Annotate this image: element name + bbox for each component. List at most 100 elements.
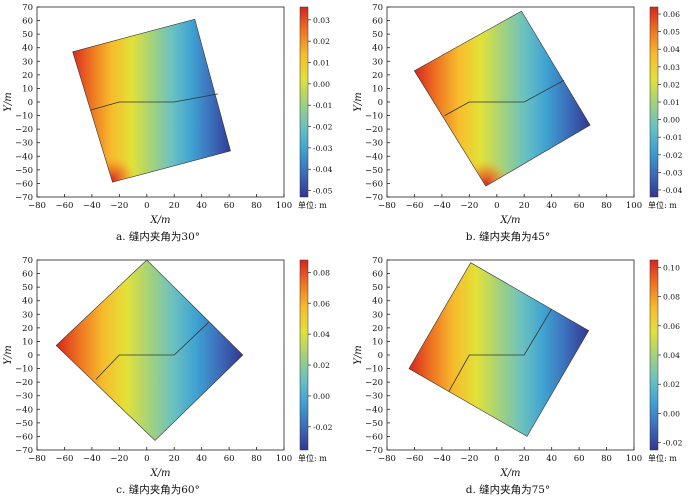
panel-d-colorbar-tick-label: 0.10 [663,263,680,272]
panel-c-colorbar-tick-label: 0.08 [313,268,330,277]
panel-d-x-tick-label: −80 [378,454,396,464]
panel-c-colorbar-tick-label: 0.00 [313,392,330,401]
panel-c-y-axis-label: Y/m [3,345,14,364]
panel-b-y-tick-label: 10 [372,84,383,94]
panel-a-y-tick-label: 30 [22,57,33,67]
panel-c-x-tick-label: 40 [196,454,207,464]
panel-c-colorbar-tick-label: 0.04 [313,330,330,339]
panel-d-x-tick-label: 60 [574,454,585,464]
panel-b-x-tick-label: 60 [574,201,585,211]
panel-c-x-tick-label: −80 [28,454,46,464]
panel-c-y-tick-label: 0 [28,351,33,361]
panel-a-y-tick-label: −30 [15,139,33,149]
panel-a-colorbar-tick-label: -0.02 [313,123,333,132]
panel-c-x-axis-label: X/m [150,468,171,479]
panel-d-caption: d. 缝内夹角为75° [466,483,551,496]
panel-d-y-tick-label: −40 [365,405,383,415]
panel-d-y-tick-label: 50 [372,283,383,293]
panel-c-x-tick-label: 60 [224,454,235,464]
panel-c-x-tick-label: 20 [169,454,180,464]
panel-c-x-tick-label: 100 [276,454,292,464]
panel-a-y-tick-label: −40 [15,152,33,162]
panel-a-colorbar-tick-label: -0.05 [313,187,333,196]
panel-b-colorbar-tick-label: 0.05 [663,28,680,37]
panel-b-x-tick-label: −60 [405,201,423,211]
panel-a-field [72,18,231,183]
panel-b-y-axis-label: Y/m [353,92,364,111]
panel-a-colorbar-tick-label: -0.03 [313,144,333,153]
panel-b-colorbar-tick-label: -0.02 [663,151,683,160]
panel-c-axes: −80 −60 −40 −20 0 20 40 60 80 100−70−60−50−40−30−… [3,256,292,479]
panel-d-y-tick-label: 40 [372,297,383,307]
panel-a-x-axis-label: X/m [150,215,171,226]
panel-b-colorbar-tick-label: 0.04 [663,45,680,54]
panel-d-field [408,262,590,437]
panel-d-colorbar-tick-label: -0.02 [663,439,683,448]
panel-c-y-tick-label: −10 [15,365,33,375]
panel-b-colorbar-tick-label: 0.03 [663,63,680,72]
panel-d-colorbar-tick-label: 0.08 [663,293,680,302]
panel-b-x-axis-label: X/m [500,215,521,226]
panel-a-axes: −80 −60 −40 −20 0 20 40 60 80 100−70−60−50−40−30−… [3,3,292,226]
panel-a: −80 −60 −40 −20 0 20 40 60 80 100−70−60−50−40−30−… [3,3,333,243]
panel-c-y-tick-label: 30 [22,310,33,320]
panel-d-colorbar-unit-label: 单位: m [648,453,677,463]
panel-d-colorbar-bar [649,259,659,451]
panel-a-x-tick-label: 100 [276,201,292,211]
panel-b-colorbar-tick-label: -0.03 [663,168,683,177]
panel-d-y-tick-label: 70 [372,256,383,266]
panel-d-y-tick-label: −70 [365,446,383,456]
panel-d-colorbar: -0.02 0.00 0.02 0.04 0.06 0.08 0.10 单位: m [648,259,683,463]
panel-a-y-tick-label: 70 [22,3,33,13]
panel-a-hotspot [88,155,137,183]
panel-c-x-tick-label: 80 [251,454,262,464]
panel-c-y-tick-label: −60 [15,432,33,442]
panel-b-fracture-line [444,79,565,116]
panel-d-domain-outline [408,262,590,437]
panel-d-axes: −80 −60 −40 −20 0 20 40 60 80 100−70−60−50−40−30−… [353,256,642,479]
panel-b-colorbar-tick-label: -0.04 [663,186,683,195]
panel-d-x-tick-label: −20 [460,454,478,464]
panel-d-fracture-line [448,308,553,392]
panel-a-y-tick-label: 60 [22,17,33,27]
panel-b-y-tick-label: −50 [365,166,383,176]
panel-a-y-tick-label: −50 [15,166,33,176]
panel-c-x-tick-label: −60 [55,454,73,464]
panel-a-domain-outline [72,18,231,183]
panel-d-y-tick-label: 20 [372,324,383,334]
panel-a-x-tick-label: −40 [83,201,101,211]
panel-a-colorbar: -0.05 -0.04 -0.03 -0.02 -0.01 0.00 0.01 0.02 0.0… [298,6,333,210]
panel-c-caption: c. 缝内夹角为60° [116,483,200,496]
panel-d-x-tick-label: −40 [433,454,451,464]
panel-d-y-tick-label: 60 [372,270,383,280]
panel-a-colorbar-unit-label: 单位: m [298,200,327,210]
panel-b-colorbar-unit-label: 单位: m [648,200,677,210]
panel-d-y-tick-label: −30 [365,392,383,402]
panel-d-x-tick-label: 20 [519,454,530,464]
panel-d-y-tick-label: −50 [365,419,383,429]
panel-c-y-tick-label: 10 [22,337,33,347]
panel-b-caption: b. 缝内夹角为45° [466,230,551,243]
panel-c-y-tick-label: −70 [15,446,33,456]
panel-a-y-tick-label: −60 [15,179,33,189]
panel-b-y-tick-label: 0 [378,98,383,108]
panel-c-y-tick-label: 50 [22,283,33,293]
panel-c-x-tick-label: −20 [110,454,128,464]
panel-d-x-tick-label: −60 [405,454,423,464]
panel-c-field [55,259,244,441]
panel-c-y-tick-label: −30 [15,392,33,402]
panel-c-colorbar-bar [299,259,309,451]
panel-c-y-tick-label: −20 [15,378,33,388]
panel-a-colorbar-tick-label: 0.00 [313,80,330,89]
panel-c-y-tick-label: −40 [15,405,33,415]
panel-c-colorbar: -0.02 0.00 0.02 0.04 0.06 0.08 单位: m [298,259,333,463]
panel-c-colorbar-tick-label: 0.02 [313,361,330,370]
panel-b-domain-outline [413,10,591,187]
panel-a-y-tick-label: −20 [15,125,33,135]
panel-d-colorbar-tick-label: 0.00 [663,409,680,418]
panel-b-colorbar-tick-label: 0.00 [663,116,680,125]
panel-b-y-tick-label: 70 [372,3,383,13]
panel-b-y-tick-label: −60 [365,179,383,189]
panel-b-y-tick-label: −20 [365,125,383,135]
